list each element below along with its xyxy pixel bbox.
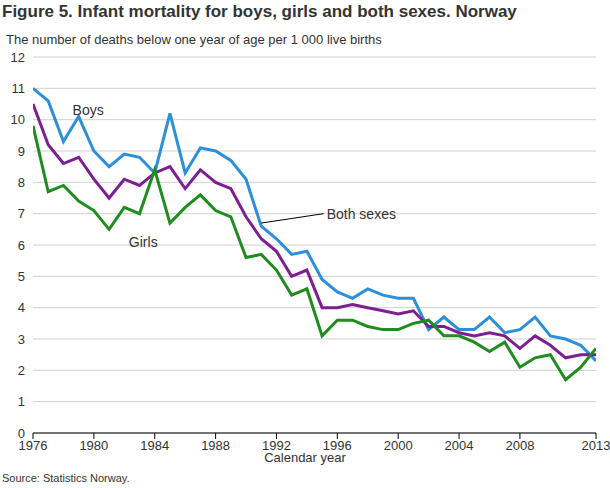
svg-text:1984: 1984 bbox=[140, 438, 169, 453]
svg-text:4: 4 bbox=[18, 300, 25, 315]
svg-text:6: 6 bbox=[18, 238, 25, 253]
svg-text:12: 12 bbox=[11, 50, 25, 65]
svg-text:1992: 1992 bbox=[262, 438, 291, 453]
svg-text:2000: 2000 bbox=[384, 438, 413, 453]
svg-text:0: 0 bbox=[18, 426, 25, 441]
svg-text:5: 5 bbox=[18, 269, 25, 284]
svg-text:2013: 2013 bbox=[582, 438, 610, 453]
svg-text:1980: 1980 bbox=[79, 438, 108, 453]
svg-text:3: 3 bbox=[18, 332, 25, 347]
svg-text:2004: 2004 bbox=[445, 438, 474, 453]
svg-text:1988: 1988 bbox=[201, 438, 230, 453]
svg-text:8: 8 bbox=[18, 175, 25, 190]
svg-text:1996: 1996 bbox=[323, 438, 352, 453]
svg-text:Girls: Girls bbox=[129, 234, 158, 250]
svg-text:Boys: Boys bbox=[73, 102, 104, 118]
svg-text:10: 10 bbox=[11, 112, 25, 127]
html-text:Calendar year: Calendar year bbox=[264, 450, 346, 465]
svg-text:2: 2 bbox=[18, 363, 25, 378]
svg-text:Both sexes: Both sexes bbox=[327, 206, 396, 222]
html-text:The number of deaths below one: The number of deaths below one year of a… bbox=[6, 32, 382, 47]
svg-text:9: 9 bbox=[18, 144, 25, 159]
svg-text:1976: 1976 bbox=[18, 438, 48, 454]
html-text:Figure 5. Infant mortality for: Figure 5. Infant mortality for boys, gir… bbox=[2, 2, 517, 21]
html-text:Source: Statistics Norway.: Source: Statistics Norway. bbox=[2, 472, 130, 484]
svg-text:11: 11 bbox=[12, 81, 26, 96]
svg-text:1: 1 bbox=[18, 394, 25, 409]
svg-text:2008: 2008 bbox=[505, 438, 534, 453]
svg-text:7: 7 bbox=[18, 206, 25, 221]
